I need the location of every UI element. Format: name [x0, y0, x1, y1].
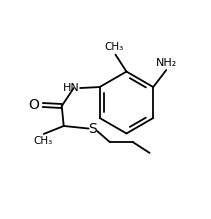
Text: CH₃: CH₃: [105, 42, 124, 52]
Text: CH₃: CH₃: [33, 136, 52, 146]
Text: S: S: [88, 122, 97, 136]
Text: HN: HN: [62, 83, 79, 93]
Text: O: O: [28, 98, 39, 112]
Text: NH₂: NH₂: [156, 58, 177, 68]
